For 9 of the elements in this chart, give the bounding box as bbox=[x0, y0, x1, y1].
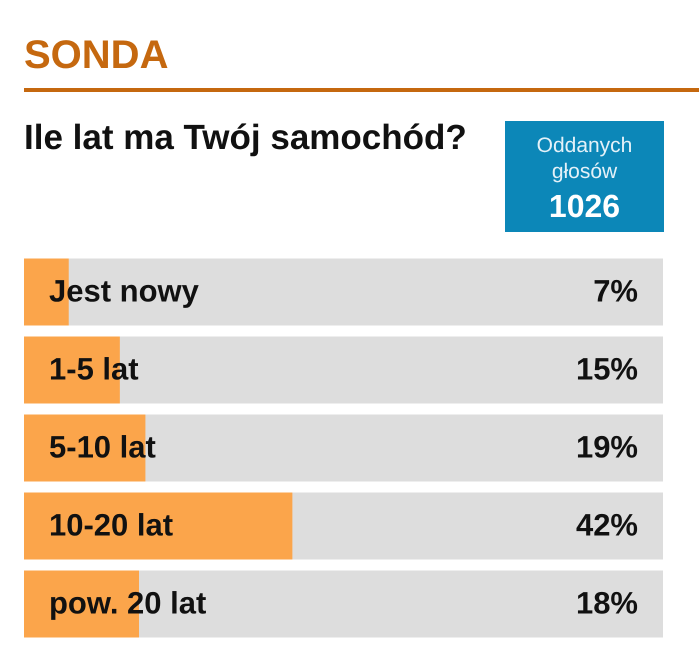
data-label: 19% bbox=[576, 430, 638, 465]
data-label: 42% bbox=[576, 508, 638, 543]
data-label: 18% bbox=[576, 586, 638, 621]
data-label: 7% bbox=[593, 274, 638, 309]
chart-subtitle: Ile lat ma Twój samochód? bbox=[24, 118, 467, 158]
data-label: 15% bbox=[576, 352, 638, 387]
info-card: Oddanych głosów 1026 bbox=[505, 121, 664, 232]
y-tick-label: 10-20 lat bbox=[49, 508, 174, 543]
chart-title: SONDA bbox=[24, 32, 168, 79]
